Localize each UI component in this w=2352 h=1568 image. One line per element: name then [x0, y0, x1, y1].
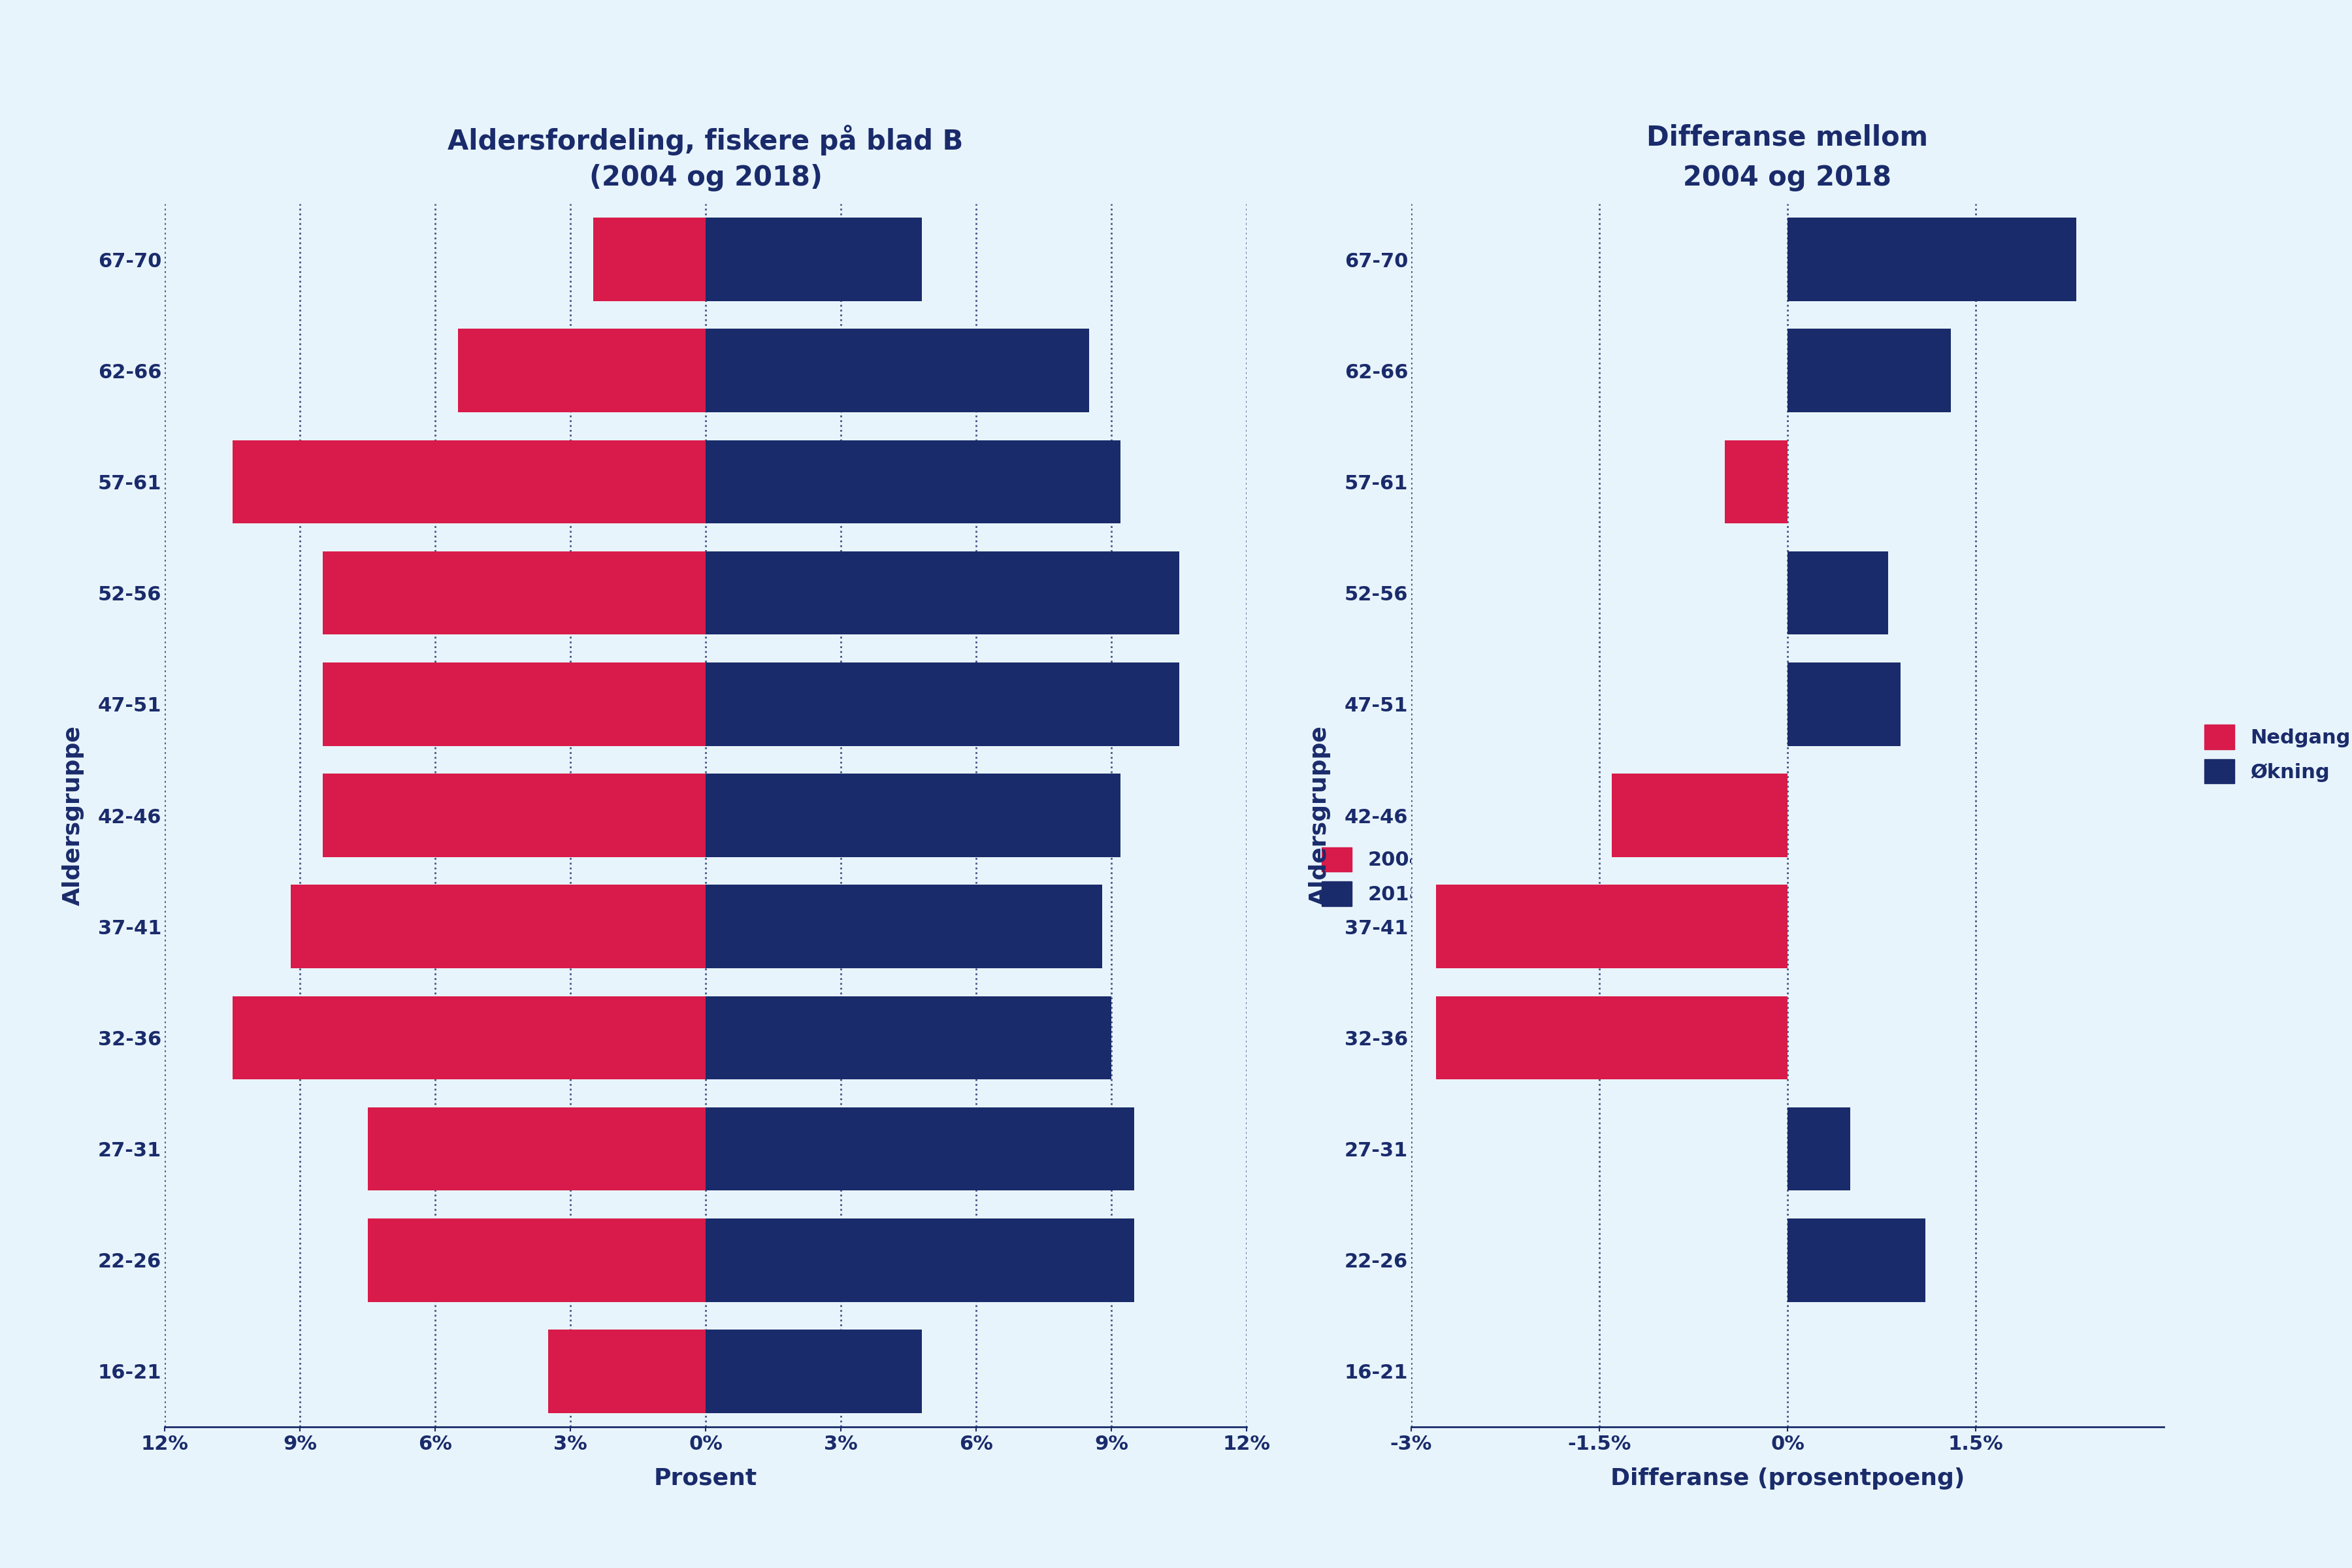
Bar [548, 1330, 706, 1413]
Bar [706, 329, 1089, 412]
Bar [1788, 329, 1950, 412]
Bar [292, 884, 706, 967]
Bar [1788, 218, 2077, 301]
Bar [706, 996, 1110, 1079]
Bar [706, 218, 922, 301]
Y-axis label: Aldersgruppe: Aldersgruppe [1308, 726, 1331, 905]
Bar [367, 1107, 706, 1190]
Bar [706, 1218, 1134, 1301]
Bar [706, 1107, 1134, 1190]
X-axis label: Prosent: Prosent [654, 1468, 757, 1490]
Bar [233, 996, 706, 1079]
Bar [706, 552, 1178, 635]
Bar [1788, 552, 1889, 635]
Bar [706, 884, 1103, 967]
Title: Differanse mellom
2004 og 2018: Differanse mellom 2004 og 2018 [1646, 124, 1929, 191]
Bar [706, 441, 1120, 524]
Legend: 2004, 2018: 2004, 2018 [1315, 839, 1432, 914]
Bar [706, 773, 1120, 858]
Bar [322, 773, 706, 858]
Bar [593, 218, 706, 301]
Y-axis label: Aldersgruppe: Aldersgruppe [61, 726, 85, 905]
Bar [322, 662, 706, 746]
Bar [1437, 884, 1788, 967]
Bar [1437, 996, 1788, 1079]
Bar [1788, 1107, 1851, 1190]
Bar [1724, 441, 1788, 524]
Bar [367, 1218, 706, 1301]
Title: Aldersfordeling, fiskere på blad B
(2004 og 2018): Aldersfordeling, fiskere på blad B (2004… [447, 125, 964, 191]
Bar [459, 329, 706, 412]
Bar [1788, 662, 1900, 746]
Bar [1611, 773, 1788, 858]
Legend: Nedgang, Økning: Nedgang, Økning [2197, 717, 2352, 792]
Bar [706, 1330, 922, 1413]
X-axis label: Differanse (prosentpoeng): Differanse (prosentpoeng) [1611, 1468, 1964, 1490]
Bar [233, 441, 706, 524]
Bar [322, 552, 706, 635]
Bar [706, 662, 1178, 746]
Bar [1788, 1218, 1926, 1301]
